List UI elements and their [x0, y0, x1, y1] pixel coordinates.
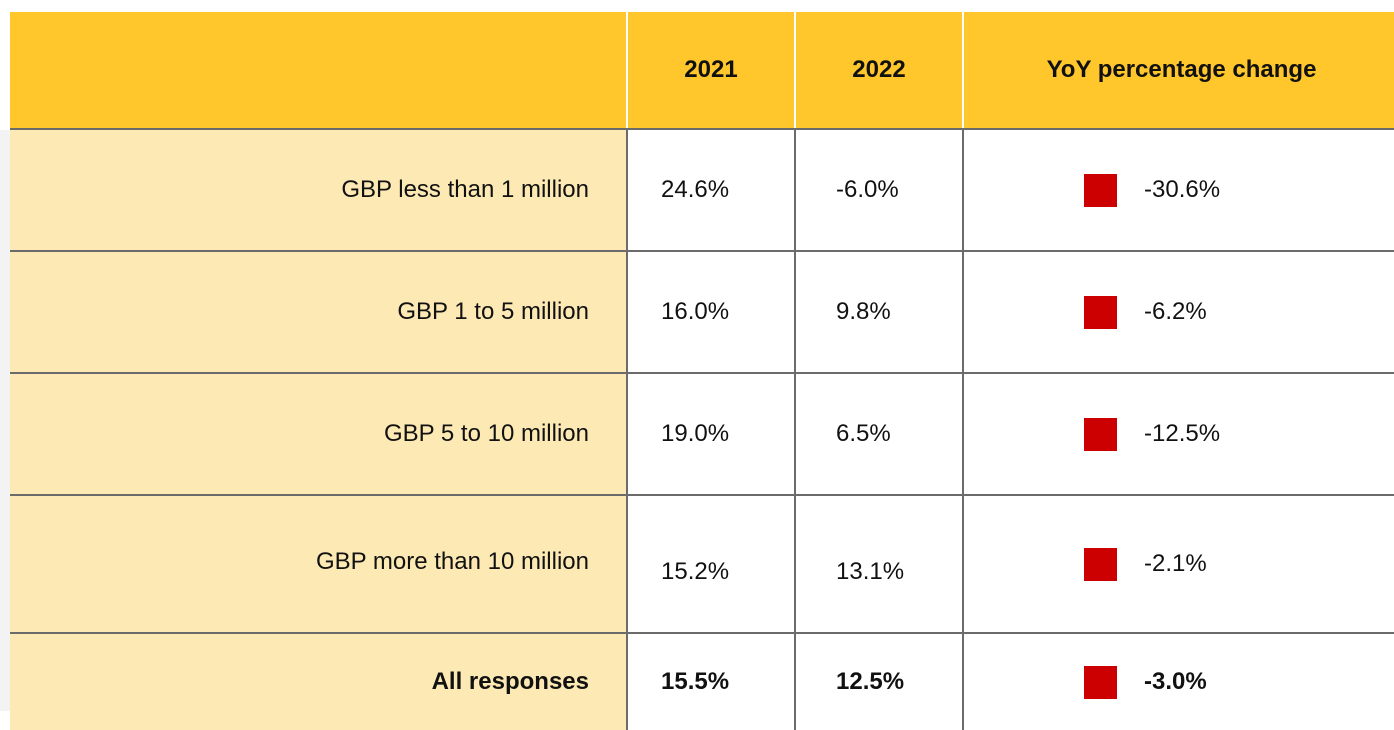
header-cell: YoY percentage change — [962, 12, 1394, 130]
table-row: GBP more than 10 million 15.2% 13.1% -2.1% — [10, 494, 1394, 634]
header-cell: 2021 — [626, 12, 796, 130]
yoy-cell: -30.6% — [962, 128, 1394, 252]
row-label: All responses — [10, 632, 628, 730]
header-cell — [10, 12, 628, 130]
value-cell: 24.6% — [626, 128, 796, 252]
value-cell: -6.0% — [794, 128, 964, 252]
table-row: GBP 1 to 5 million 16.0% 9.8% -6.2% — [10, 250, 1394, 374]
value-cell: 9.8% — [794, 250, 964, 374]
yoy-value: -6.2% — [1144, 298, 1207, 325]
page: 2021 2022 YoY percentage change GBP less th… — [0, 12, 1394, 730]
yoy-value: -30.6% — [1144, 176, 1221, 203]
value-cell: 15.2% — [626, 494, 796, 634]
yoy-value: -2.1% — [1144, 550, 1207, 577]
header-cell: 2022 — [794, 12, 964, 130]
row-label: GBP less than 1 million — [10, 128, 628, 252]
value-cell: 15.5% — [626, 632, 796, 730]
red-square-icon — [1084, 665, 1117, 699]
yoy-wrap: -6.2% — [964, 295, 1394, 329]
row-label: GBP 5 to 10 million — [10, 372, 628, 496]
row-label: GBP more than 10 million — [10, 494, 628, 634]
yoy-cell: -2.1% — [962, 494, 1394, 634]
row-label: GBP 1 to 5 million — [10, 250, 628, 374]
yoy-wrap: -12.5% — [964, 417, 1394, 451]
red-square-icon — [1084, 295, 1117, 329]
red-square-icon — [1084, 417, 1117, 451]
yoy-cell: -6.2% — [962, 250, 1394, 374]
yoy-wrap: -30.6% — [964, 173, 1394, 207]
red-square-icon — [1084, 173, 1117, 207]
yoy-wrap: -3.0% — [964, 665, 1394, 699]
data-table: 2021 2022 YoY percentage change GBP less th… — [10, 12, 1394, 730]
value-cell: 19.0% — [626, 372, 796, 496]
table-row: GBP 5 to 10 million 19.0% 6.5% -12.5% — [10, 372, 1394, 496]
value-cell: 6.5% — [794, 372, 964, 496]
side-strip — [0, 130, 10, 711]
yoy-wrap: -2.1% — [964, 547, 1394, 581]
yoy-cell: -12.5% — [962, 372, 1394, 496]
header-row: 2021 2022 YoY percentage change — [10, 12, 1394, 130]
yoy-cell: -3.0% — [962, 632, 1394, 730]
value-cell: 12.5% — [794, 632, 964, 730]
yoy-value: -12.5% — [1144, 420, 1221, 447]
value-cell: 16.0% — [626, 250, 796, 374]
value-cell: 13.1% — [794, 494, 964, 634]
table-row: All responses 15.5% 12.5% -3.0% — [10, 632, 1394, 730]
table-row: GBP less than 1 million 24.6% -6.0% -30.6% — [10, 128, 1394, 252]
red-square-icon — [1084, 547, 1117, 581]
yoy-value: -3.0% — [1144, 668, 1207, 695]
